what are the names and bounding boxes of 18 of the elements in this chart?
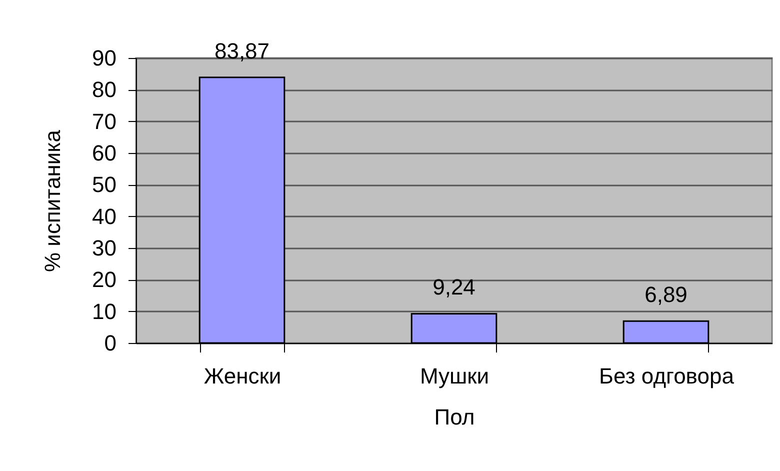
- y-tick-label: 0: [104, 330, 116, 356]
- y-tick-label: 50: [92, 172, 116, 198]
- y-tick-label: 40: [92, 204, 116, 229]
- y-tick-label: 80: [92, 77, 116, 102]
- y-axis-title: % испитаника: [40, 129, 66, 272]
- y-tick-label: 90: [92, 46, 116, 70]
- data-label: 6,89: [644, 282, 688, 308]
- data-label: 9,24: [432, 274, 476, 300]
- y-tick-label: 70: [92, 108, 116, 134]
- y-tick-label: 10: [92, 298, 116, 324]
- x-tick-label: Без одговора: [599, 364, 735, 388]
- data-label: 83,87: [214, 38, 270, 64]
- y-tick-label: 30: [92, 236, 116, 260]
- x-tick-label: Женски: [204, 364, 282, 388]
- x-tick-label: Мушки: [420, 364, 490, 388]
- x-axis-title: Пол: [434, 404, 475, 430]
- y-tick-label: 60: [92, 140, 116, 166]
- y-tick-label: 20: [92, 267, 116, 292]
